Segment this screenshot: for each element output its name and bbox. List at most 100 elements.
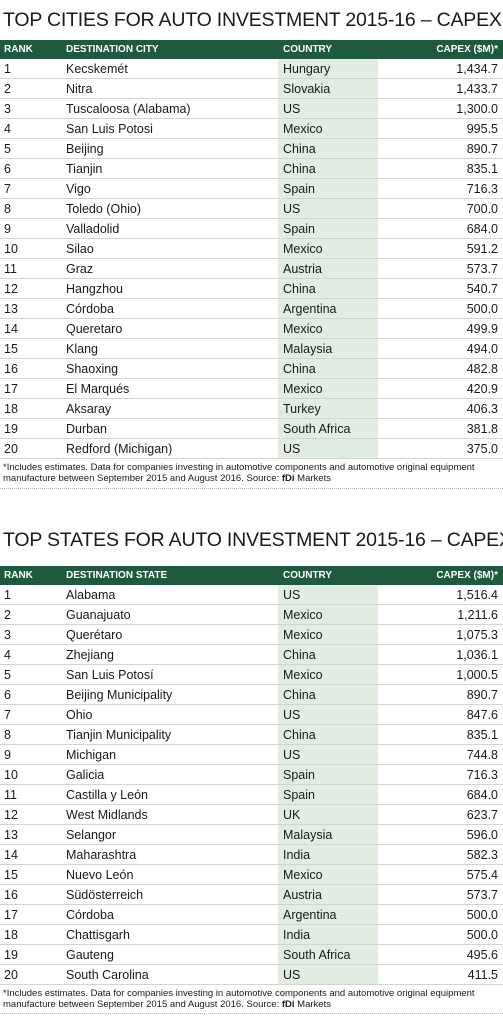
capex-cell: 847.6 [378, 704, 503, 725]
table-row: 16 Shaoxing China 482.8 [0, 358, 503, 379]
table-row: 9 Valladolid Spain 684.0 [0, 218, 503, 239]
destination-cell: Redford (Michigan) [66, 438, 278, 459]
table-row: 7 Ohio US 847.6 [0, 704, 503, 725]
rank-cell: 7 [0, 704, 66, 725]
table-row: 8 Toledo (Ohio) US 700.0 [0, 198, 503, 219]
table-row: 11 Castilla y León Spain 684.0 [0, 784, 503, 805]
capex-cell: 716.3 [378, 178, 503, 199]
capex-cell: 1,000.5 [378, 664, 503, 685]
cities-footnote-text: *Includes estimates. Data for companies … [3, 462, 475, 484]
rank-cell: 8 [0, 724, 66, 745]
rank-cell: 18 [0, 924, 66, 945]
country-cell: South Africa [278, 418, 378, 439]
table-row: 14 Maharashtra India 582.3 [0, 844, 503, 865]
table-row: 3 Tuscaloosa (Alabama) US 1,300.0 [0, 98, 503, 119]
destination-cell: San Luis Potosí [66, 664, 278, 685]
table-row: 12 West Midlands UK 623.7 [0, 804, 503, 825]
capex-cell: 596.0 [378, 824, 503, 845]
capex-cell: 716.3 [378, 764, 503, 785]
rank-cell: 10 [0, 764, 66, 785]
country-cell: Mexico [278, 118, 378, 139]
destination-cell: San Luis Potosi [66, 118, 278, 139]
country-cell: China [278, 138, 378, 159]
country-column-header: COUNTRY [278, 40, 378, 59]
table-row: 13 Córdoba Argentina 500.0 [0, 298, 503, 319]
table-row: 18 Chattisgarh India 500.0 [0, 924, 503, 945]
capex-cell: 500.0 [378, 924, 503, 945]
table-row: 11 Graz Austria 573.7 [0, 258, 503, 279]
states-footnote: *Includes estimates. Data for companies … [3, 988, 498, 1010]
destination-cell: Maharashtra [66, 844, 278, 865]
states-footnote-source: fDi [281, 999, 295, 1010]
destination-cell: El Marqués [66, 378, 278, 399]
capex-cell: 744.8 [378, 744, 503, 765]
table-row: 18 Aksaray Turkey 406.3 [0, 398, 503, 419]
capex-cell: 1,433.7 [378, 78, 503, 99]
rank-cell: 6 [0, 684, 66, 705]
destination-cell: Nitra [66, 78, 278, 99]
destination-cell: South Carolina [66, 964, 278, 985]
capex-cell: 684.0 [378, 784, 503, 805]
table-row: 10 Silao Mexico 591.2 [0, 238, 503, 259]
country-cell: Spain [278, 218, 378, 239]
cities-table-body: 1 Kecskemét Hungary 1,434.7 2 Nitra Slovakia 1,… [0, 59, 503, 459]
country-cell: South Africa [278, 944, 378, 965]
destination-cell: Tuscaloosa (Alabama) [66, 98, 278, 119]
capex-cell: 582.3 [378, 844, 503, 865]
country-cell: Mexico [278, 238, 378, 259]
table-row: 1 Alabama US 1,516.4 [0, 585, 503, 605]
country-cell: Slovakia [278, 78, 378, 99]
destination-cell: Südösterreich [66, 884, 278, 905]
rank-cell: 10 [0, 238, 66, 259]
country-cell: China [278, 724, 378, 745]
capex-cell: 381.8 [378, 418, 503, 439]
capex-cell: 1,211.6 [378, 604, 503, 625]
country-cell: China [278, 158, 378, 179]
country-cell: US [278, 438, 378, 459]
capex-cell: 591.2 [378, 238, 503, 259]
capex-cell: 573.7 [378, 884, 503, 905]
destination-city-column-header: DESTINATION CITY [66, 40, 278, 59]
table-row: 20 Redford (Michigan) US 375.0 [0, 438, 503, 459]
country-cell: India [278, 924, 378, 945]
capex-cell: 1,434.7 [378, 59, 503, 79]
country-cell: Turkey [278, 398, 378, 419]
destination-cell: Córdoba [66, 904, 278, 925]
table-row: 4 San Luis Potosi Mexico 995.5 [0, 118, 503, 139]
rank-cell: 20 [0, 964, 66, 985]
country-cell: Mexico [278, 378, 378, 399]
cities-table-title: TOP CITIES FOR AUTO INVESTMENT 2015-16 –… [3, 9, 502, 31]
destination-cell: Gauteng [66, 944, 278, 965]
table-row: 2 Nitra Slovakia 1,433.7 [0, 78, 503, 99]
destination-cell: Valladolid [66, 218, 278, 239]
table-row: 5 Beijing China 890.7 [0, 138, 503, 159]
capex-cell: 540.7 [378, 278, 503, 299]
states-table-body: 1 Alabama US 1,516.4 2 Guanajuato Mexico 1,211.… [0, 585, 503, 985]
states-table: RANK DESTINATION STATE COUNTRY CAPEX ($M… [0, 566, 503, 985]
rank-cell: 5 [0, 138, 66, 159]
cities-table: RANK DESTINATION CITY COUNTRY CAPEX ($M)… [0, 40, 503, 459]
capex-cell: 575.4 [378, 864, 503, 885]
rank-cell: 4 [0, 118, 66, 139]
table-row: 19 Gauteng South Africa 495.6 [0, 944, 503, 965]
capex-cell: 890.7 [378, 138, 503, 159]
country-cell: China [278, 644, 378, 665]
capex-cell: 406.3 [378, 398, 503, 419]
capex-cell: 700.0 [378, 198, 503, 219]
rank-cell: 17 [0, 378, 66, 399]
rank-cell: 9 [0, 218, 66, 239]
capex-column-header: CAPEX ($M)* [378, 40, 503, 59]
destination-cell: Guanajuato [66, 604, 278, 625]
rank-cell: 3 [0, 98, 66, 119]
country-cell: US [278, 585, 378, 605]
rank-cell: 5 [0, 664, 66, 685]
table-row: 3 Querétaro Mexico 1,075.3 [0, 624, 503, 645]
rank-cell: 8 [0, 198, 66, 219]
destination-cell: Shaoxing [66, 358, 278, 379]
capex-cell: 623.7 [378, 804, 503, 825]
table-row: 5 San Luis Potosí Mexico 1,000.5 [0, 664, 503, 685]
country-cell: Mexico [278, 664, 378, 685]
rank-cell: 15 [0, 864, 66, 885]
country-cell: Malaysia [278, 338, 378, 359]
capex-cell: 411.5 [378, 964, 503, 985]
